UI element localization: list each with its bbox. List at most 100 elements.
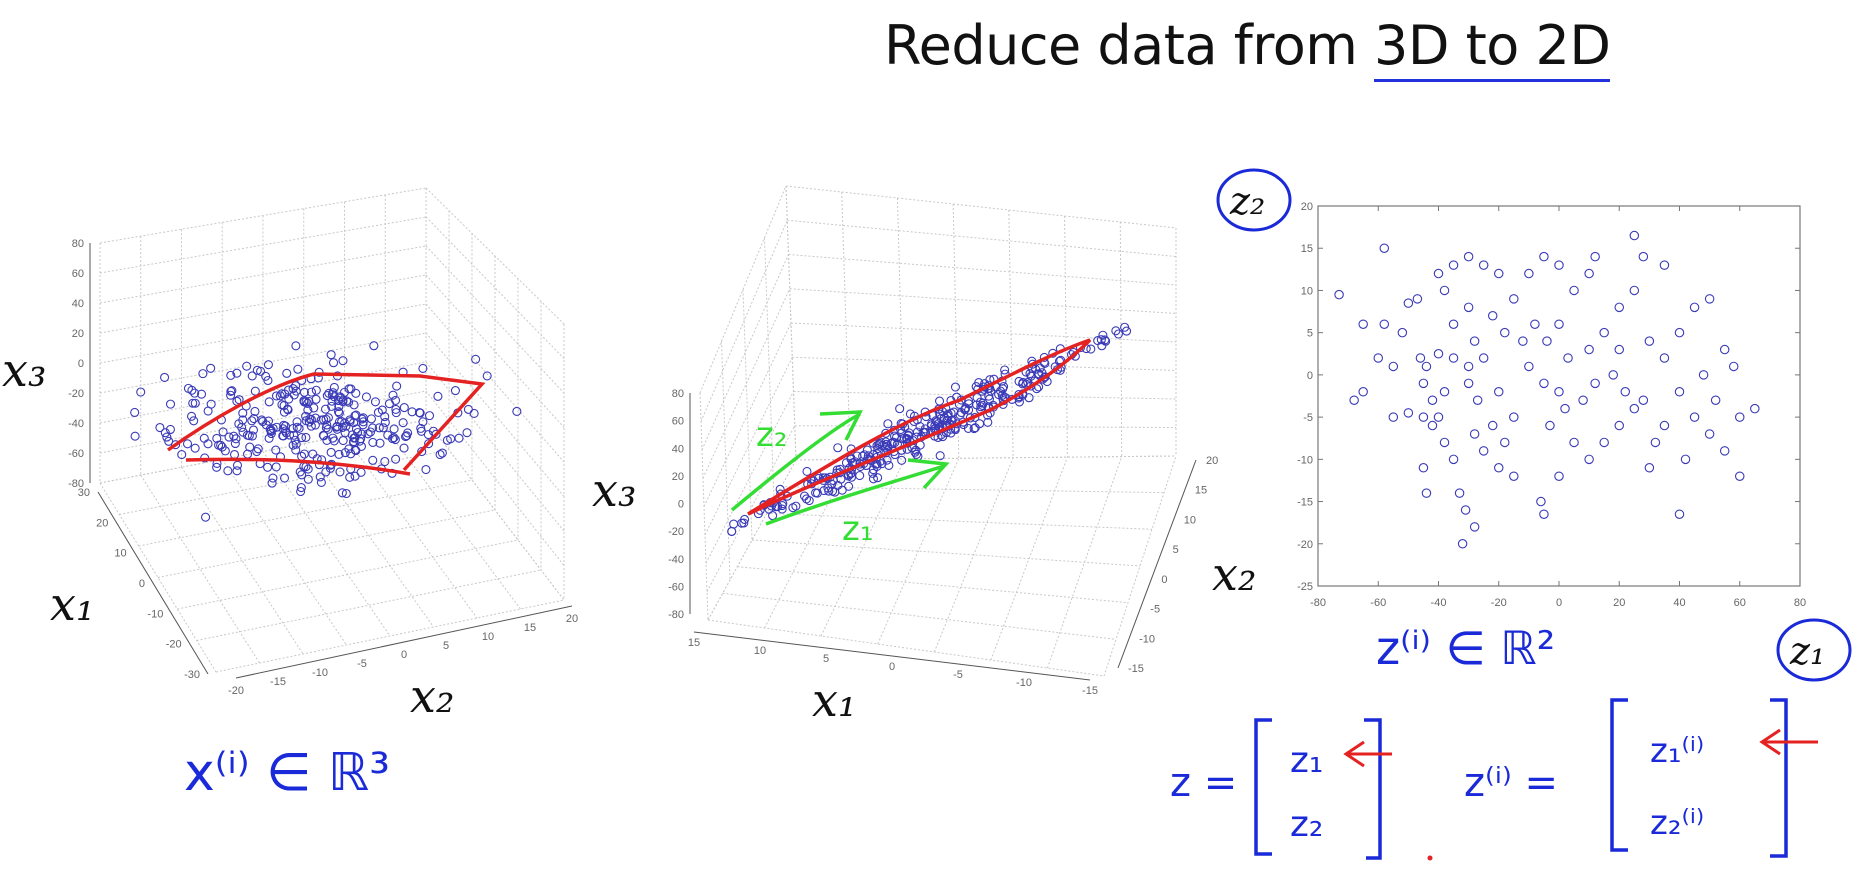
data-point <box>1120 322 1130 332</box>
green-z1-arrow <box>765 458 950 526</box>
data-point <box>1487 420 1498 431</box>
data-point <box>301 397 311 407</box>
data-point <box>1674 327 1685 338</box>
data-point <box>1750 403 1760 414</box>
data-point <box>884 460 894 471</box>
mid-x2-label: x₂ <box>1212 547 1256 601</box>
data-point <box>911 449 922 460</box>
data-point <box>271 462 281 472</box>
data-point <box>963 423 973 433</box>
data-point <box>322 391 332 401</box>
data-point <box>437 448 447 458</box>
data-point <box>1494 463 1504 473</box>
data-point <box>1584 268 1594 279</box>
data-point <box>338 435 348 446</box>
data-point <box>278 431 288 441</box>
data-point <box>291 381 301 391</box>
data-point <box>830 487 840 497</box>
data-point <box>389 424 399 434</box>
data-point <box>350 471 360 481</box>
data-point <box>344 397 354 407</box>
data-point <box>1599 437 1609 448</box>
data-point <box>1098 330 1108 340</box>
floor-gridline <box>766 512 1153 530</box>
data-point <box>1500 327 1510 338</box>
data-point <box>247 431 257 441</box>
data-point <box>1111 326 1121 336</box>
left-x2-axis-tick-label: -10 <box>312 667 328 679</box>
data-point <box>311 385 321 395</box>
data-point <box>229 431 239 441</box>
data-point <box>345 472 355 482</box>
back-wall-gridline <box>792 356 1177 371</box>
data-point <box>264 397 274 407</box>
data-point <box>1590 251 1600 262</box>
floor-gridline <box>215 599 565 673</box>
data-point <box>868 474 879 484</box>
data-point <box>356 441 367 451</box>
data-point <box>356 467 366 477</box>
data-point <box>877 459 887 469</box>
left-x2-label: x₂ <box>410 669 454 723</box>
data-point <box>258 416 268 427</box>
data-point <box>1457 539 1468 549</box>
data-point <box>326 350 336 360</box>
data-point <box>327 396 337 406</box>
mid-x3-axis-tick-label: 0 <box>678 499 684 511</box>
data-point <box>264 433 274 443</box>
data-point <box>303 464 313 474</box>
data-point <box>316 477 326 487</box>
data-point <box>471 354 481 364</box>
data-point <box>1569 285 1579 296</box>
data-point <box>895 404 905 414</box>
z-vector-entry-1: z₁ <box>1290 740 1323 781</box>
side-wall-gridline <box>425 216 565 359</box>
data-point <box>1487 311 1498 321</box>
data-point <box>727 526 737 537</box>
data-point <box>323 424 333 434</box>
data-point <box>905 409 915 419</box>
left-x2-axis-tick-label: 5 <box>443 640 449 652</box>
data-point <box>1463 361 1474 372</box>
floor-gridline <box>138 479 473 547</box>
data-point <box>1418 463 1429 473</box>
data-point <box>1039 372 1049 382</box>
side-wall-gridline <box>425 245 565 394</box>
data-point <box>889 431 900 441</box>
z2-axis-label: z₂ <box>1229 179 1265 223</box>
left-x3-axis-tick-label: -80 <box>68 478 84 490</box>
data-point <box>1539 378 1549 389</box>
data-point <box>1509 294 1519 304</box>
back-wall-gridline <box>99 187 427 244</box>
data-point <box>247 371 257 381</box>
data-point <box>1373 353 1384 363</box>
data-point <box>296 483 306 493</box>
data-point <box>314 460 325 470</box>
floor-gridline <box>99 419 427 484</box>
data-point <box>768 511 778 521</box>
data-point <box>252 365 262 375</box>
data-point <box>198 369 208 379</box>
mid-x2-axis-line <box>1117 459 1197 669</box>
data-point <box>292 417 302 427</box>
data-point <box>186 411 197 421</box>
side-wall-gridline <box>705 391 794 564</box>
data-point <box>212 462 222 472</box>
data-point <box>306 387 316 397</box>
data-point <box>391 454 401 464</box>
data-point <box>1674 509 1685 519</box>
data-point <box>431 429 441 439</box>
back-wall-gridline <box>99 332 427 394</box>
back-wall-gridline <box>788 254 1177 286</box>
data-point <box>232 368 242 378</box>
side-wall-gridline <box>721 341 731 581</box>
floor-gridline <box>990 456 1068 661</box>
data-point <box>252 447 262 457</box>
data-point <box>368 455 378 465</box>
data-point <box>303 474 313 484</box>
data-point <box>1542 336 1552 346</box>
data-point <box>1439 437 1450 448</box>
side-wall-gridline <box>706 425 796 592</box>
data-point <box>291 341 301 351</box>
data-point <box>1427 420 1438 431</box>
